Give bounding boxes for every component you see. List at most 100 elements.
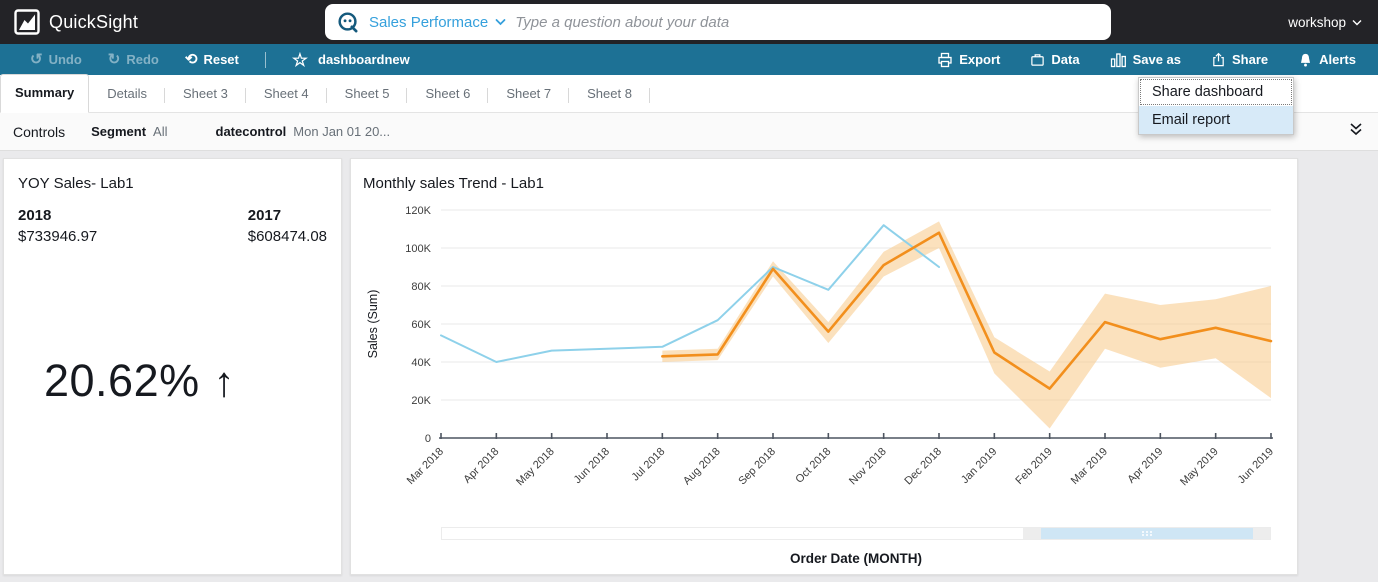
tab-label: Sheet 4: [263, 86, 309, 101]
undo-button[interactable]: ↺ Undo: [30, 52, 82, 67]
kpi-comparison-period: 2017 $608474.08: [248, 207, 327, 245]
q-topic-chevron-down-icon[interactable]: [495, 18, 506, 26]
menu-item-share-dashboard[interactable]: Share dashboard: [1139, 78, 1293, 106]
kpi-current-value: $733946.97: [18, 228, 98, 245]
reset-icon: ⟲: [184, 51, 198, 68]
tab-label: Details: [107, 86, 147, 101]
save-as-button[interactable]: Save as: [1110, 52, 1181, 68]
tab-sheet-3[interactable]: Sheet 3: [165, 76, 246, 112]
svg-text:100K: 100K: [405, 243, 431, 255]
tab-sheet-6[interactable]: Sheet 6: [407, 76, 489, 112]
share-button[interactable]: Share: [1211, 52, 1268, 68]
redo-label: Redo: [126, 52, 159, 67]
svg-text:Sales (Sum): Sales (Sum): [366, 290, 380, 359]
svg-text:Aug 2018: Aug 2018: [681, 446, 723, 488]
reset-button[interactable]: ⟲ Reset: [185, 52, 239, 67]
tab-sheet-8[interactable]: Sheet 8: [569, 76, 650, 112]
tab-label: Sheet 3: [183, 86, 228, 101]
save-as-label: Save as: [1132, 52, 1181, 67]
user-menu[interactable]: workshop: [1288, 0, 1362, 44]
data-button[interactable]: Data: [1030, 52, 1080, 68]
q-search-placeholder[interactable]: Type a question about your data: [515, 13, 730, 31]
dashboard-toolbar: ↺ Undo ↻ Redo ⟲ Reset ☆ dashboardnew Exp…: [0, 44, 1378, 75]
kpi-comparison-year: 2017: [247, 207, 282, 224]
svg-text:40K: 40K: [411, 357, 431, 369]
svg-text:Jan 2019: Jan 2019: [959, 446, 999, 486]
bell-icon: [1301, 53, 1311, 66]
menu-item-email-report[interactable]: Email report: [1139, 106, 1293, 134]
share-icon: [1213, 52, 1224, 66]
tab-label: Sheet 7: [506, 86, 552, 101]
svg-text:May 2019: May 2019: [1178, 446, 1221, 489]
tab-sheet-5[interactable]: Sheet 5: [327, 76, 408, 112]
user-menu-label: workshop: [1288, 14, 1346, 30]
q-search-bar[interactable]: Sales Performace Type a question about y…: [325, 4, 1111, 40]
redo-button[interactable]: ↻ Redo: [108, 52, 159, 67]
export-label: Export: [959, 52, 1001, 67]
scrollbar-right-handle[interactable]: [1253, 528, 1270, 539]
svg-text:Nov 2018: Nov 2018: [847, 446, 889, 488]
controls-collapse-double-chevron-icon[interactable]: [1348, 122, 1364, 137]
tab-details[interactable]: Details: [89, 76, 165, 112]
kpi-title: YOY Sales- Lab1: [18, 175, 134, 192]
kpi-current-period: 2018 $733946.97: [18, 207, 97, 245]
svg-text:Oct 2018: Oct 2018: [793, 446, 833, 486]
tab-label: Sheet 5: [344, 86, 390, 101]
date-control-label: datecontrol: [215, 124, 287, 139]
app-name: QuickSight: [49, 11, 139, 32]
tab-summary[interactable]: Summary: [0, 74, 90, 113]
svg-text:0: 0: [425, 433, 431, 445]
scrollbar-grip-icon: [1141, 531, 1153, 536]
tab-label: Sheet 6: [425, 86, 471, 101]
kpi-change-percent: 20.62% ↑: [44, 355, 235, 407]
svg-text:Apr 2018: Apr 2018: [461, 446, 501, 486]
svg-text:Sep 2018: Sep 2018: [736, 446, 778, 488]
data-label: Data: [1051, 52, 1080, 67]
dashboard-canvas: YOY Sales- Lab1 2018 $733946.97 2017 $60…: [0, 151, 1378, 582]
svg-text:Feb 2019: Feb 2019: [1013, 446, 1054, 487]
printer-icon: [938, 52, 952, 67]
line-chart-visual-monthly-sales[interactable]: Monthly sales Trend - Lab1 0 20K 40K 60K 80K…: [350, 158, 1298, 575]
segment-control-value: All: [153, 124, 168, 139]
svg-text:Jun 2018: Jun 2018: [572, 446, 612, 486]
segment-control[interactable]: Segment All: [91, 124, 167, 139]
sales-trend-svg[interactable]: 0 20K 40K 60K 80K 100K 120K Mar 2018 Apr 2018 May…: [363, 196, 1287, 516]
alerts-button[interactable]: Alerts: [1298, 52, 1356, 68]
share-label: Share: [1232, 52, 1269, 67]
svg-text:Apr 2019: Apr 2019: [1125, 446, 1165, 486]
segment-control-label: Segment: [91, 124, 147, 139]
svg-text:20K: 20K: [411, 395, 431, 407]
favorite-dashboard[interactable]: ☆ dashboardnew: [292, 51, 410, 69]
quicksight-logo-icon: [14, 9, 40, 35]
undo-label: Undo: [48, 52, 82, 67]
chart-pan-scrollbar[interactable]: [441, 527, 1271, 540]
reset-label: Reset: [203, 52, 239, 67]
bar-chart-icon: [1110, 52, 1126, 67]
svg-text:Jun 2019: Jun 2019: [1236, 446, 1276, 486]
tab-sheet-4[interactable]: Sheet 4: [246, 76, 327, 112]
top-app-bar: QuickSight Sales Performace Type a quest…: [0, 0, 1378, 44]
controls-label: Controls: [13, 123, 66, 140]
tab-label: Sheet 8: [587, 86, 632, 101]
svg-text:Dec 2018: Dec 2018: [902, 446, 944, 488]
svg-text:May 2018: May 2018: [514, 446, 557, 489]
kpi-comparison-value: $608474.08: [247, 228, 327, 245]
undo-icon: ↺: [30, 51, 43, 68]
x-axis-title: Order Date (MONTH): [789, 551, 922, 566]
kpi-trend-up-arrow-icon: ↑: [213, 358, 236, 405]
tab-sheet-7[interactable]: Sheet 7: [488, 76, 570, 112]
chart-title: Monthly sales Trend - Lab1: [363, 175, 544, 192]
q-topic-selector[interactable]: Sales Performace: [369, 13, 489, 31]
scrollbar-thumb[interactable]: [1041, 528, 1254, 539]
scrollbar-left-handle[interactable]: [1023, 528, 1042, 539]
quicksight-logo-wrap[interactable]: QuickSight: [0, 9, 138, 35]
export-button[interactable]: Export: [937, 52, 1000, 68]
dashboard-name: dashboardnew: [318, 52, 410, 67]
kpi-visual-yoy-sales[interactable]: YOY Sales- Lab1 2018 $733946.97 2017 $60…: [3, 158, 342, 575]
svg-text:Jul 2018: Jul 2018: [630, 446, 668, 484]
svg-text:60K: 60K: [411, 319, 431, 331]
svg-text:Mar 2019: Mar 2019: [1069, 446, 1110, 487]
date-control[interactable]: datecontrol Mon Jan 01 20...: [216, 124, 391, 139]
date-control-value: Mon Jan 01 20...: [293, 124, 391, 139]
save-as-dropdown-menu: Share dashboard Email report: [1138, 77, 1294, 135]
